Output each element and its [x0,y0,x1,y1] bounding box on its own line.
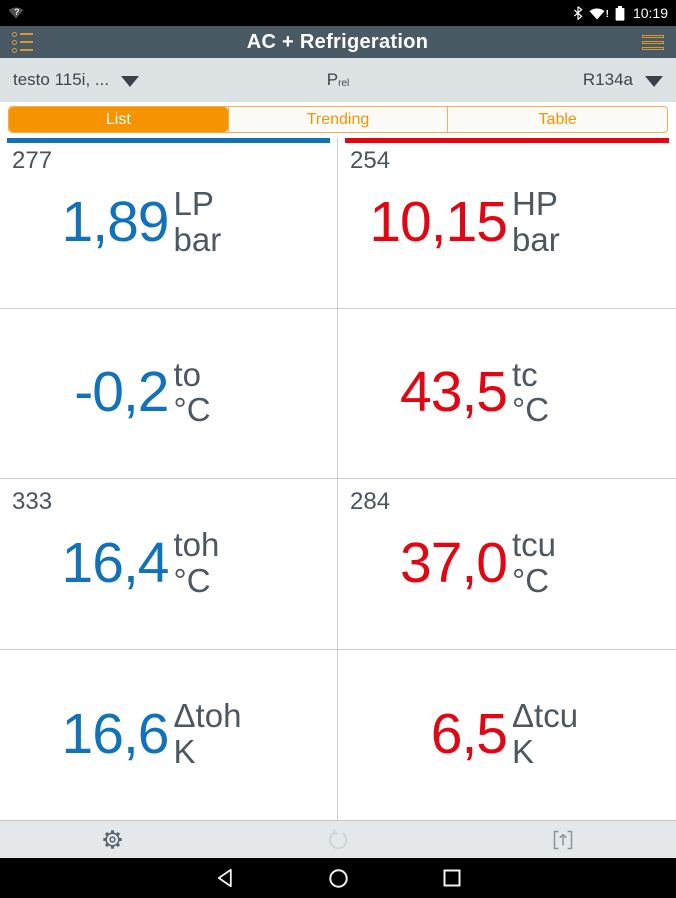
export-icon [554,830,573,849]
undo-icon [329,828,348,849]
measurement-cell-delta-toh[interactable]: 16,6 Δtoh K [0,649,338,820]
measurement-unit: °C [173,391,211,429]
measurement-unit: °C [173,561,211,599]
selector-bar: testo 115i, ... P rel R134a [0,58,676,102]
wifi-alert-mark: ! [605,8,609,20]
measurement-cell-tc[interactable]: 43,5 tc °C [338,309,676,479]
page-title: AC + Refrigeration [246,30,429,53]
measurement-value: 1,89 [61,189,170,254]
measurement-cell-delta-tcu[interactable]: 6,5 Δtcu K [338,650,676,821]
reading-count: 254 [350,147,391,174]
wifi-alert-icon: ! [589,7,609,20]
back-button[interactable] [211,865,237,891]
export-button[interactable] [451,821,676,858]
measurement-label: Δtoh [173,697,242,735]
measurement-label: tcu [512,526,557,564]
parameter-sub: rel [338,78,350,89]
measurement-label: tc [512,355,538,393]
android-nav-bar [0,858,676,898]
home-button[interactable] [325,865,351,891]
measurement-unit: °C [512,391,550,429]
measurement-label: Δtcu [512,697,579,735]
wifi-question-icon: ? [8,6,26,20]
tab-table[interactable]: Table [447,107,667,132]
home-icon [328,868,348,888]
refrigerant-selector-label: R134a [582,70,633,89]
measurement-value: 37,0 [400,530,508,595]
bluetooth-icon [573,6,583,20]
chevron-down-icon [645,75,663,87]
settings-gear-icon [103,830,122,849]
reading-count: 284 [350,488,391,515]
measurement-cell-to[interactable]: -0,2 to °C [0,308,338,479]
recents-button[interactable] [439,865,465,891]
tab-control: List Trending Table [8,106,668,133]
hamburger-menu-icon[interactable] [642,34,664,50]
chevron-down-icon [121,75,140,87]
bottom-toolbar [0,820,676,858]
wifi-question-mark: ? [14,7,20,17]
measurement-unit: °C [512,561,550,599]
app-bar: AC + Refrigeration [0,26,676,58]
undo-button[interactable] [225,821,450,858]
recents-icon [443,869,461,887]
measurement-value: 6,5 [430,701,508,766]
measurement-value: 16,6 [61,701,170,766]
measurement-label: to [173,355,202,393]
measurement-unit: bar [173,220,222,258]
measurement-value: 43,5 [400,360,508,425]
settings-button[interactable] [0,821,225,858]
measurement-unit: K [512,732,535,770]
parameter-label: P rel [327,70,349,90]
measurement-cell-lp[interactable]: 277 1,89 LP bar [0,138,338,309]
status-time: 10:19 [632,5,668,21]
measurement-cell-toh[interactable]: 333 16,4 toh °C [0,479,338,650]
measurement-label: HP [512,185,558,223]
measurement-grid: 277 1,89 LP bar 254 10,15 HP bar [0,138,676,820]
measurement-label: LP [173,185,214,223]
tab-trending[interactable]: Trending [227,107,448,132]
reading-count: 333 [12,488,53,515]
accent-bar-red [345,138,669,143]
measurement-cell-hp[interactable]: 254 10,15 HP bar [338,138,676,309]
battery-icon [615,5,625,21]
list-menu-icon[interactable] [12,31,33,53]
measurement-label: toh [173,526,220,564]
measurement-value: -0,2 [74,360,169,425]
tab-list[interactable]: List [9,107,228,132]
measurement-unit: K [173,732,196,770]
back-icon [217,868,232,888]
reading-count: 277 [12,147,53,174]
tabs-container: List Trending Table [0,102,676,138]
measurement-cell-tcu[interactable]: 284 37,0 tcu °C [338,479,676,650]
device-selector-label: testo 115i, ... [13,70,110,89]
accent-bar-blue [7,138,330,143]
status-bar: ? ! 10:19 [0,0,676,26]
device-selector[interactable]: testo 115i, ... [13,70,327,90]
measurement-value: 10,15 [369,189,508,254]
parameter-main: P [326,70,339,89]
measurement-unit: bar [512,220,560,258]
refrigerant-selector[interactable]: R134a [349,70,663,90]
measurement-value: 16,4 [61,530,170,595]
